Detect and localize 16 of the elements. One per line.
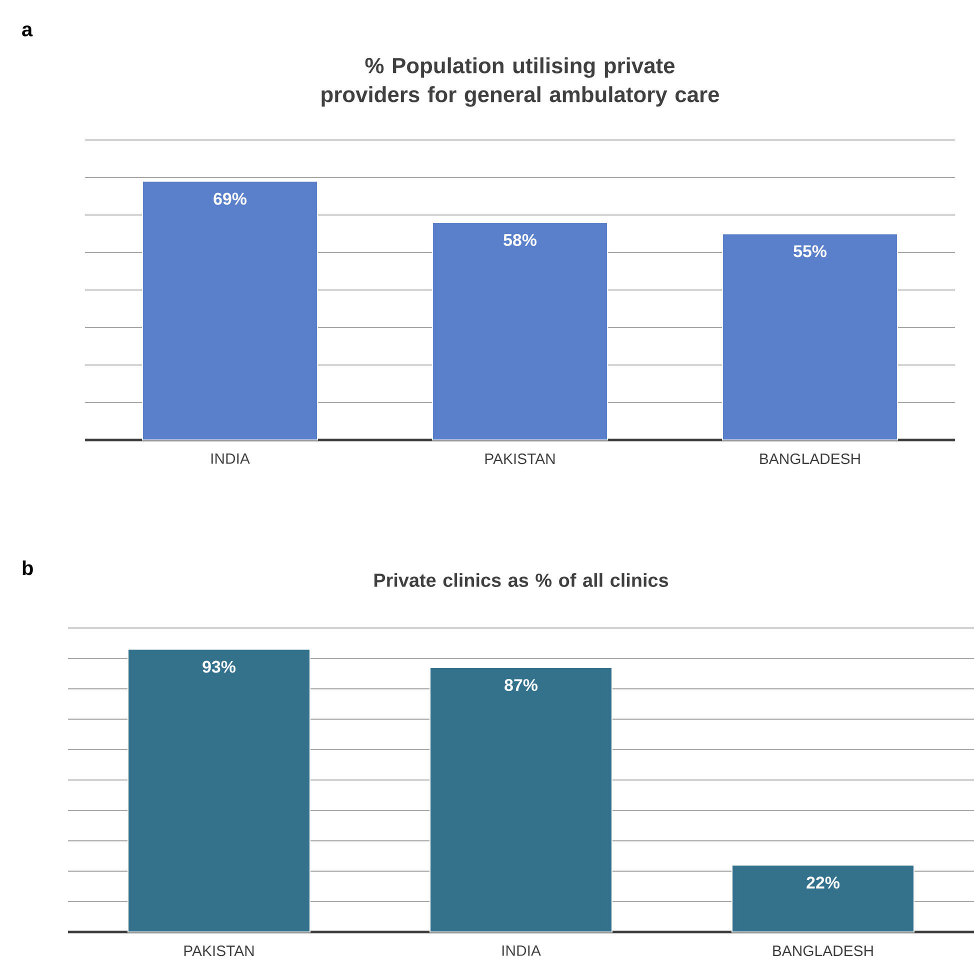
text: b xyxy=(22,560,33,576)
x-tick-label: INDIA xyxy=(211,454,250,464)
text: a xyxy=(22,26,33,36)
data-label: 55% xyxy=(794,245,827,258)
x-tick-label: PAKISTAN xyxy=(485,454,555,464)
x-tick-label: BANGLADESH xyxy=(773,946,873,956)
data-label: 87% xyxy=(504,679,538,692)
data-label: 58% xyxy=(504,234,536,246)
chart-title: Private clinics as % of all clinics xyxy=(374,573,668,587)
data-label: 69% xyxy=(214,192,246,205)
data-label: 93% xyxy=(202,660,236,673)
x-tick-label: BANGLADESH xyxy=(760,454,860,464)
x-tick-label: INDIA xyxy=(502,946,541,956)
x-tick-label: PAKISTAN xyxy=(184,946,254,956)
chart-title: % Population utilising private providers for general ambulatory care xyxy=(322,57,719,107)
data-label: 22% xyxy=(806,876,840,889)
